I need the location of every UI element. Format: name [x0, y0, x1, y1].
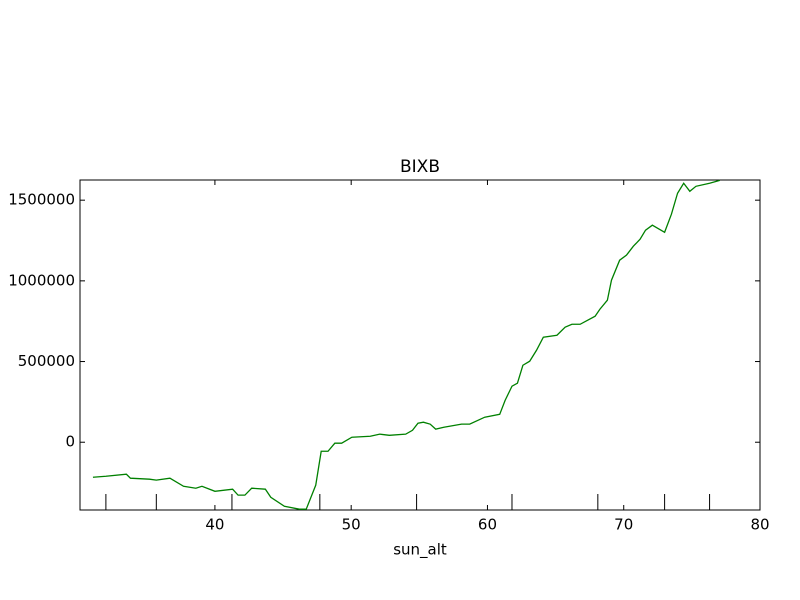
x-tick-label: 80 — [750, 516, 769, 534]
x-tick-label: 40 — [205, 516, 224, 534]
x-tick-label: 60 — [478, 516, 497, 534]
x-tick-label: 50 — [342, 516, 361, 534]
y-tick-label: 1000000 — [8, 271, 75, 289]
y-tick-label: 1500000 — [8, 191, 75, 209]
y-tick-label: 0 — [65, 433, 75, 451]
chart-title: BIXB — [400, 157, 440, 177]
x-tick-label: 70 — [614, 516, 633, 534]
y-tick-label: 500000 — [18, 352, 75, 370]
x-axis-label: sun_alt — [393, 541, 447, 560]
plot-frame — [79, 179, 761, 511]
data-line — [92, 179, 720, 510]
